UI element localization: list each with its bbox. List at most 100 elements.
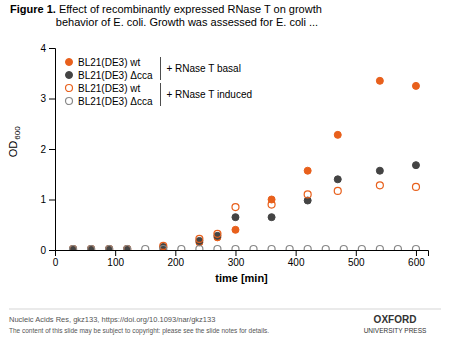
legend-entry: BL21(DE3) wt	[66, 83, 141, 94]
tick-label: 300	[228, 257, 245, 268]
tick-mark	[49, 99, 55, 100]
point	[124, 245, 131, 250]
tick-label: 0	[40, 245, 46, 256]
point	[214, 245, 221, 250]
x-axis-label: time [min]	[215, 272, 268, 284]
point	[412, 82, 419, 89]
point	[124, 245, 131, 250]
tick-label: 600	[408, 257, 425, 268]
point	[232, 214, 239, 221]
tick-mark	[115, 250, 116, 256]
point	[304, 167, 311, 174]
legend-entry: BL21(DE3) wt	[66, 57, 141, 68]
point	[196, 235, 203, 242]
tick-label: 1	[40, 194, 46, 205]
point	[106, 245, 113, 250]
chart: Figure 1. Effect of recombinantly expres…	[0, 0, 450, 338]
axis-line	[56, 251, 429, 257]
tick-mark	[49, 250, 55, 251]
point	[70, 245, 77, 250]
subtitle: Effect of recombinantly expressed RNase …	[56, 3, 322, 28]
tick-mark	[356, 250, 357, 256]
series	[70, 182, 420, 250]
point	[70, 245, 77, 250]
y-axis-label: OD	[7, 141, 19, 158]
tick-label: 200	[167, 257, 184, 268]
tick-label: 500	[348, 257, 365, 268]
legend: BL21(DE3) wt BL21(DE3) Δcca BL21(DE3) wt BL…	[66, 57, 153, 107]
tick-mark	[235, 250, 236, 256]
series	[70, 245, 420, 250]
subtitle-line: Effect of recombinantly expressed RNase …	[56, 3, 322, 15]
tick: 2	[40, 144, 55, 155]
series	[70, 162, 420, 250]
tick: 300	[228, 250, 245, 268]
legend-label: BL21(DE3) Δcca	[78, 96, 153, 107]
point	[232, 245, 239, 250]
legend-marker	[66, 59, 73, 66]
footer: Nucleic Acids Res, gkz133, https://doi.o…	[9, 315, 215, 324]
plot: 010020030040050060001234time [min]OD600B…	[7, 43, 429, 284]
point	[412, 162, 419, 169]
tick: 600	[408, 250, 425, 268]
point	[232, 204, 239, 211]
footer-separator	[9, 309, 441, 310]
point	[88, 245, 95, 250]
y-axis-label-sub: 600	[13, 126, 22, 140]
point	[334, 131, 341, 138]
tick-mark	[49, 149, 55, 150]
point	[70, 245, 77, 250]
bracket	[160, 57, 161, 80]
point	[88, 245, 95, 250]
footer: The content of this slide may be subject…	[9, 327, 269, 335]
point	[142, 245, 149, 250]
tick-label: 0	[53, 257, 59, 268]
tick: 400	[288, 250, 305, 268]
legend-marker	[66, 98, 73, 105]
point	[394, 245, 401, 250]
tick-label: 400	[288, 257, 305, 268]
point	[304, 245, 311, 250]
title: Figure 1.	[10, 3, 56, 15]
axis-line	[49, 49, 56, 251]
point	[268, 245, 275, 250]
point	[340, 245, 347, 250]
point	[178, 245, 185, 250]
point	[268, 214, 275, 221]
tick-mark	[416, 250, 417, 256]
marks	[70, 77, 420, 250]
tick-mark	[49, 200, 55, 201]
point	[160, 245, 167, 250]
x-axis: 0 100 200 300 400 500 600	[53, 250, 429, 268]
annotation: + RNase T basal	[167, 63, 241, 74]
point	[214, 230, 221, 237]
point	[106, 245, 113, 250]
legend-marker	[66, 85, 73, 92]
point	[250, 245, 257, 250]
point	[376, 182, 383, 189]
tick: 500	[348, 250, 365, 268]
legend-entry: BL21(DE3) Δcca	[66, 96, 153, 107]
point	[412, 183, 419, 190]
point	[376, 245, 383, 250]
annotation: + RNase T induced	[167, 89, 253, 100]
tick-mark	[296, 250, 297, 256]
logo: OXFORD	[374, 314, 417, 325]
tick: 4	[40, 43, 55, 54]
point	[376, 77, 383, 84]
tick-mark	[175, 250, 176, 256]
tick: 100	[107, 250, 124, 268]
point	[412, 245, 419, 250]
point	[286, 245, 293, 250]
point	[88, 245, 95, 250]
tick-mark	[49, 48, 55, 49]
legend-entry: BL21(DE3) Δcca	[66, 70, 153, 81]
point	[106, 245, 113, 250]
point	[232, 226, 239, 233]
y-axis: 01234	[40, 43, 55, 256]
tick: 0	[53, 250, 59, 268]
tick-label: 100	[107, 257, 124, 268]
point	[106, 245, 113, 250]
legend-label: BL21(DE3) wt	[78, 83, 140, 94]
point	[196, 245, 203, 250]
